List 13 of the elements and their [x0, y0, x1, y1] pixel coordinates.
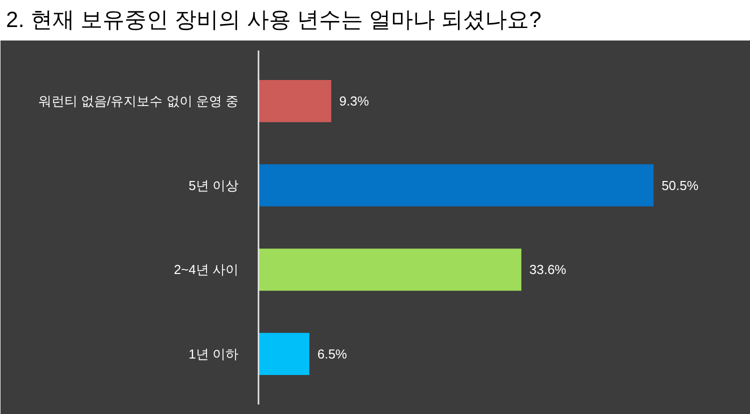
y-tick-label: 2~4년 사이 [174, 262, 239, 278]
bar [258, 164, 654, 206]
chart-title: 2. 현재 보유중인 장비의 사용 년수는 얼마나 되셨나요? [6, 6, 542, 34]
bar [258, 248, 522, 291]
data-label: 9.3% [339, 94, 370, 109]
y-tick-label: 1년 이하 [188, 346, 238, 362]
data-label: 50.5% [662, 178, 699, 193]
y-tick-label: 워런티 없음/유지보수 없이 운영 중 [38, 94, 239, 109]
bar [258, 80, 332, 122]
bar [258, 332, 310, 375]
data-label: 33.6% [529, 262, 567, 278]
data-label: 6.5% [317, 346, 348, 362]
y-tick-label: 5년 이상 [188, 178, 238, 193]
